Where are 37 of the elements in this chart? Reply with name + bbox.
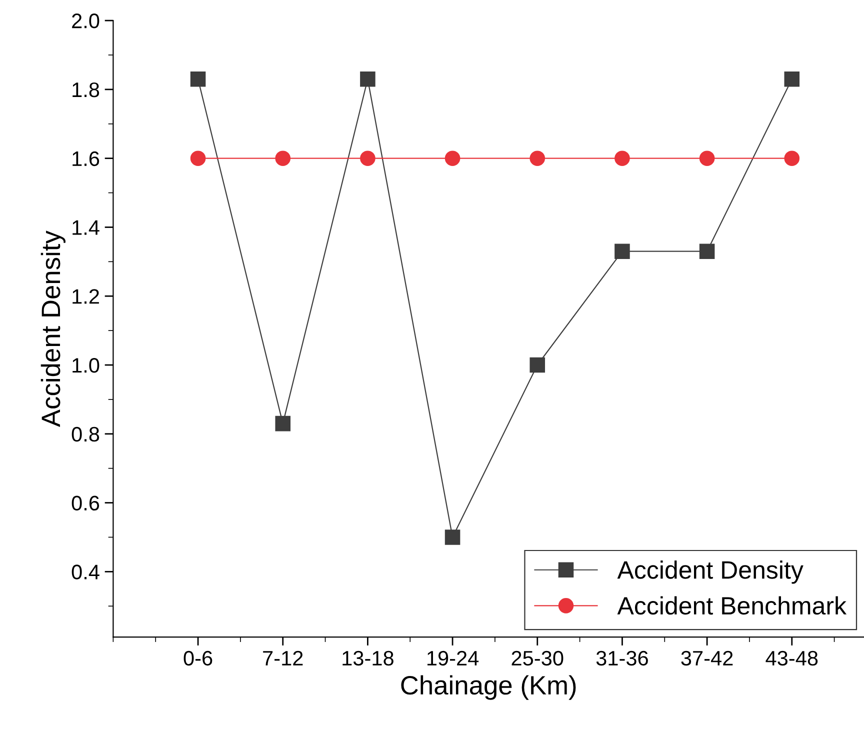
y-tick-label: 1.6	[72, 151, 100, 166]
y-tick-label: 1.2	[72, 289, 99, 304]
x-tick-label: 13-18	[342, 650, 394, 666]
x-axis-title: Chainage (Km)	[401, 675, 576, 700]
legend-label: Accident Benchmark	[617, 596, 847, 615]
x-tick-label: 7-12	[263, 650, 303, 666]
point	[190, 71, 206, 87]
y-tick-label: 2.0	[72, 14, 100, 28]
point	[784, 150, 800, 166]
x-tick-label: 19-24	[427, 650, 479, 666]
point	[360, 71, 376, 87]
legend-label: Accident Density	[617, 560, 804, 584]
y-tick-label: 1.8	[72, 82, 100, 98]
x-tick-label: 31-36	[596, 650, 648, 666]
y-axis-title: Accident Density	[40, 230, 66, 428]
point	[614, 244, 630, 259]
x-tick-label: 0-6	[184, 650, 212, 666]
point	[444, 530, 460, 545]
x-tick-label: 25-30	[512, 650, 564, 666]
point	[360, 150, 376, 166]
point	[784, 71, 800, 87]
point	[699, 244, 715, 259]
point	[444, 150, 460, 166]
point	[530, 150, 546, 166]
y-tick-label: 0.8	[72, 426, 100, 442]
y-tick-label: 0.4	[72, 564, 100, 580]
y-tick-label: 0.6	[72, 496, 100, 511]
y-tick-label: 1.0	[72, 358, 100, 373]
point	[275, 150, 290, 166]
x-tick-label: 37-42	[681, 650, 733, 666]
point	[530, 357, 546, 373]
point	[699, 150, 715, 166]
y-tick-label: 1.4	[72, 220, 100, 235]
point	[275, 416, 290, 432]
x-tick-label: 43-48	[766, 650, 818, 666]
point	[614, 150, 630, 166]
point	[190, 150, 206, 166]
